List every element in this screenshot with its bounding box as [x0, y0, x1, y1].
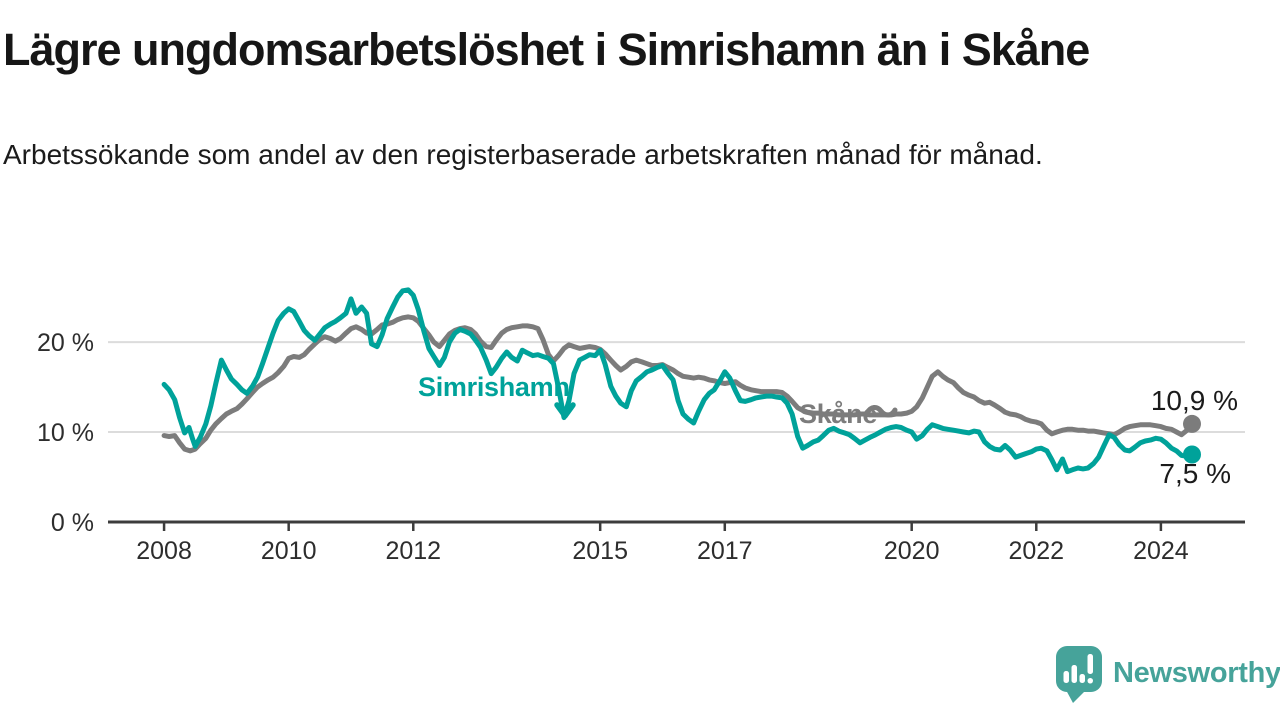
x-axis-label: 2017	[697, 537, 753, 565]
x-axis-label: 2010	[261, 537, 317, 565]
y-axis-label: 20 %	[37, 329, 94, 357]
x-axis-label: 2020	[884, 537, 940, 565]
y-axis-label: 0 %	[51, 509, 94, 537]
chart-title: Lägre ungdomsarbetslöshet i Simrishamn ä…	[3, 24, 1090, 75]
series-end-dot-simrishamn	[1183, 445, 1201, 464]
chart-subtitle: Arbetssökande som andel av den registerb…	[3, 139, 1043, 170]
end-value-simrishamn: 7,5 %	[1159, 458, 1231, 489]
series-label-simrishamn: Simrishamn	[418, 372, 570, 402]
chevron-down-icon	[554, 402, 576, 419]
series-end-dot-skane	[1183, 414, 1201, 433]
x-axis-label: 2015	[572, 537, 628, 565]
newsworthy-logo-icon	[1056, 646, 1102, 703]
series-label-skane: Skåne	[799, 399, 878, 429]
x-axis-label: 2022	[1008, 537, 1064, 565]
end-value-skane: 10,9 %	[1150, 385, 1238, 416]
newsworthy-logo: Newsworthy	[1056, 646, 1280, 704]
y-axis-label: 10 %	[37, 419, 94, 447]
x-axis-label: 2008	[136, 537, 192, 565]
series-line-skane	[161, 314, 1195, 454]
x-axis-label: 2012	[385, 537, 441, 565]
newsworthy-logo-text: Newsworthy	[1113, 657, 1280, 689]
x-axis-label: 2024	[1133, 537, 1189, 565]
tilde-connector-icon	[864, 405, 898, 418]
series-line-simrishamn	[161, 287, 1195, 475]
